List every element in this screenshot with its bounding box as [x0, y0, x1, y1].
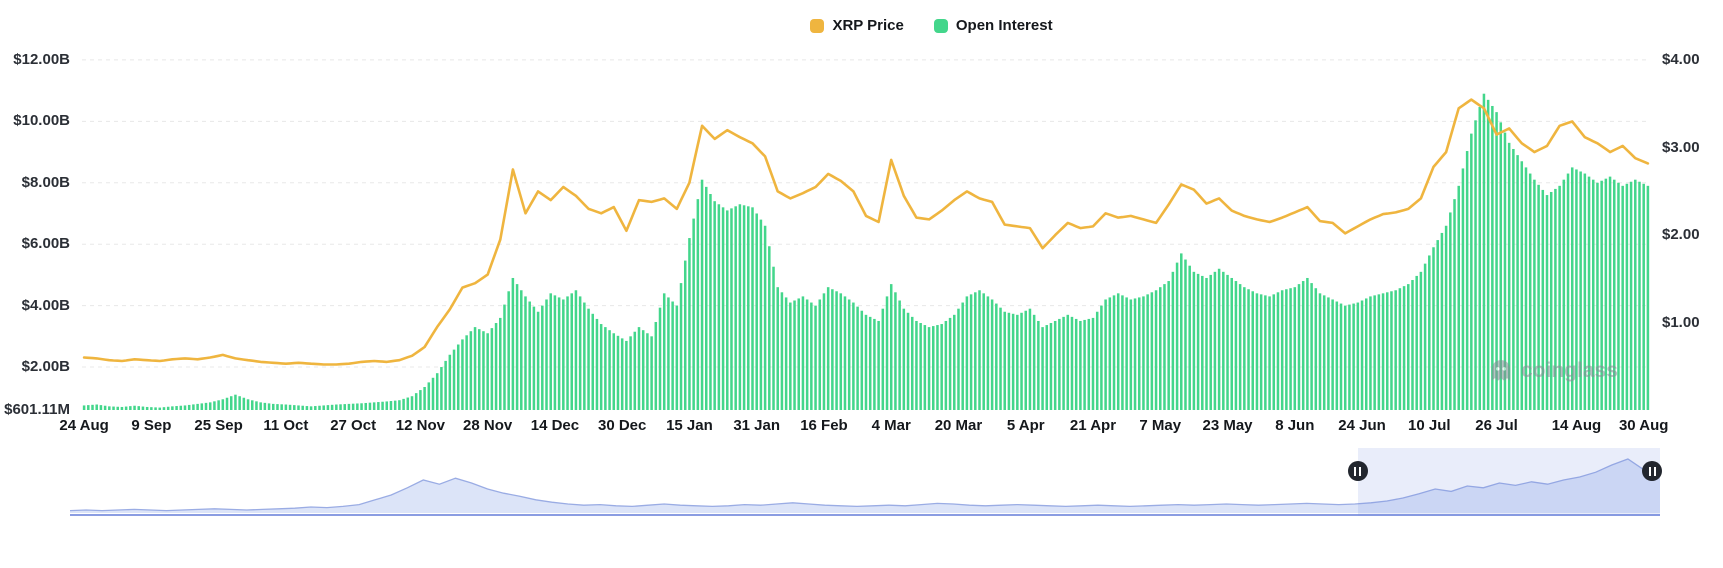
y-axis-label-right: $2.00 — [1662, 226, 1700, 244]
x-axis-label: 20 Mar — [934, 417, 983, 434]
x-axis-label: 30 Dec — [597, 417, 647, 434]
x-axis-label: 26 Jul — [1475, 417, 1518, 434]
x-axis-label: 10 Jul — [1408, 417, 1451, 434]
y-axis-label-right: $3.00 — [1662, 138, 1700, 156]
x-axis-label: 4 Mar — [871, 417, 911, 434]
x-axis-label: 14 Dec — [530, 417, 580, 434]
x-axis-label: 21 Apr — [1069, 417, 1117, 434]
x-axis-label: 14 Aug — [1551, 417, 1602, 434]
x-axis-label: 7 May — [1139, 417, 1182, 434]
x-axis-label: 23 May — [1202, 417, 1253, 434]
xrp-price-line[interactable] — [82, 98, 1650, 366]
x-axis-label: 24 Aug — [59, 417, 109, 434]
x-axis-label: 11 Oct — [263, 417, 309, 434]
legend-item-xrp-price[interactable]: XRP Price — [810, 17, 904, 34]
x-axis-label: 9 Sep — [131, 417, 172, 434]
navigator-right-handle[interactable] — [1642, 461, 1662, 481]
y-axis-label-left: $4.00B — [21, 296, 70, 314]
legend-label-open-interest: Open Interest — [955, 17, 1053, 34]
x-axis-label: 15 Jan — [666, 417, 713, 434]
y-axis-label-left: $12.00B — [13, 50, 70, 68]
x-axis-label: 31 Jan — [733, 417, 781, 434]
x-axis-label: 30 Aug — [1618, 417, 1669, 434]
navigator-area — [70, 459, 1660, 513]
range-navigator[interactable] — [70, 448, 1662, 516]
legend: XRP Price Open Interest — [70, 17, 1723, 34]
x-axis-label: 28 Nov — [463, 417, 513, 434]
xrp-price-swatch — [810, 18, 825, 33]
y-axis-label-left: $6.00B — [21, 235, 70, 253]
open-interest-swatch — [933, 18, 948, 33]
x-axis-label: 24 Jun — [1338, 417, 1386, 434]
x-axis-label: 8 Jun — [1275, 417, 1315, 434]
legend-item-open-interest[interactable]: Open Interest — [933, 17, 1053, 34]
x-axis-label: 25 Sep — [194, 417, 243, 434]
y-axis-label-left: $2.00B — [21, 358, 70, 376]
y-axis-label-right: $1.00 — [1662, 313, 1700, 331]
x-axis-label: 16 Feb — [800, 417, 848, 434]
navigator-selection[interactable] — [1357, 448, 1660, 516]
y-axis-label-left: $8.00B — [21, 173, 70, 191]
x-axis-label: 12 Nov — [395, 417, 445, 434]
navigator-left-handle[interactable] — [1347, 461, 1368, 481]
x-axis-label: 5 Apr — [1006, 417, 1045, 434]
navigator-line — [70, 458, 1660, 512]
y-axis-min-label: $601.11M — [4, 401, 70, 418]
navigator-sparkline — [70, 458, 1660, 513]
y-axis-label-right: $4.00 — [1662, 51, 1700, 69]
y-axis-label-left: $10.00B — [13, 112, 70, 130]
pause-icon — [1648, 466, 1656, 476]
open-interest-bars[interactable] — [82, 93, 1650, 411]
navigator-baseline — [70, 514, 1660, 516]
legend-label-xrp-price: XRP Price — [832, 17, 904, 34]
x-axis-label: 27 Oct — [330, 417, 377, 434]
pause-icon — [1354, 466, 1362, 476]
